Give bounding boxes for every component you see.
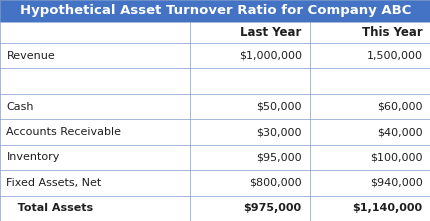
Bar — [0, 170, 430, 196]
Text: Last Year: Last Year — [240, 26, 301, 39]
Text: $975,000: $975,000 — [243, 203, 301, 213]
Bar — [0, 119, 430, 145]
Text: $1,140,000: $1,140,000 — [351, 203, 421, 213]
Text: Fixed Assets, Net: Fixed Assets, Net — [6, 178, 101, 188]
Text: $60,000: $60,000 — [376, 102, 421, 112]
Text: 1,500,000: 1,500,000 — [366, 51, 421, 61]
Bar — [0, 196, 430, 221]
Bar — [0, 0, 430, 21]
Text: $940,000: $940,000 — [369, 178, 421, 188]
Text: $40,000: $40,000 — [376, 127, 421, 137]
Text: Revenue: Revenue — [6, 51, 55, 61]
Text: This Year: This Year — [361, 26, 421, 39]
Bar — [0, 43, 430, 69]
Bar — [0, 21, 430, 43]
Text: Hypothetical Asset Turnover Ratio for Company ABC: Hypothetical Asset Turnover Ratio for Co… — [20, 4, 410, 17]
Text: Accounts Receivable: Accounts Receivable — [6, 127, 121, 137]
Bar — [0, 145, 430, 170]
Text: $95,000: $95,000 — [255, 152, 301, 162]
Bar — [0, 69, 430, 94]
Text: Cash: Cash — [6, 102, 34, 112]
Text: $50,000: $50,000 — [255, 102, 301, 112]
Text: Total Assets: Total Assets — [6, 203, 93, 213]
Text: $800,000: $800,000 — [249, 178, 301, 188]
Text: $1,000,000: $1,000,000 — [238, 51, 301, 61]
Text: Inventory: Inventory — [6, 152, 60, 162]
Text: $30,000: $30,000 — [255, 127, 301, 137]
Bar — [0, 94, 430, 119]
Text: $100,000: $100,000 — [369, 152, 421, 162]
